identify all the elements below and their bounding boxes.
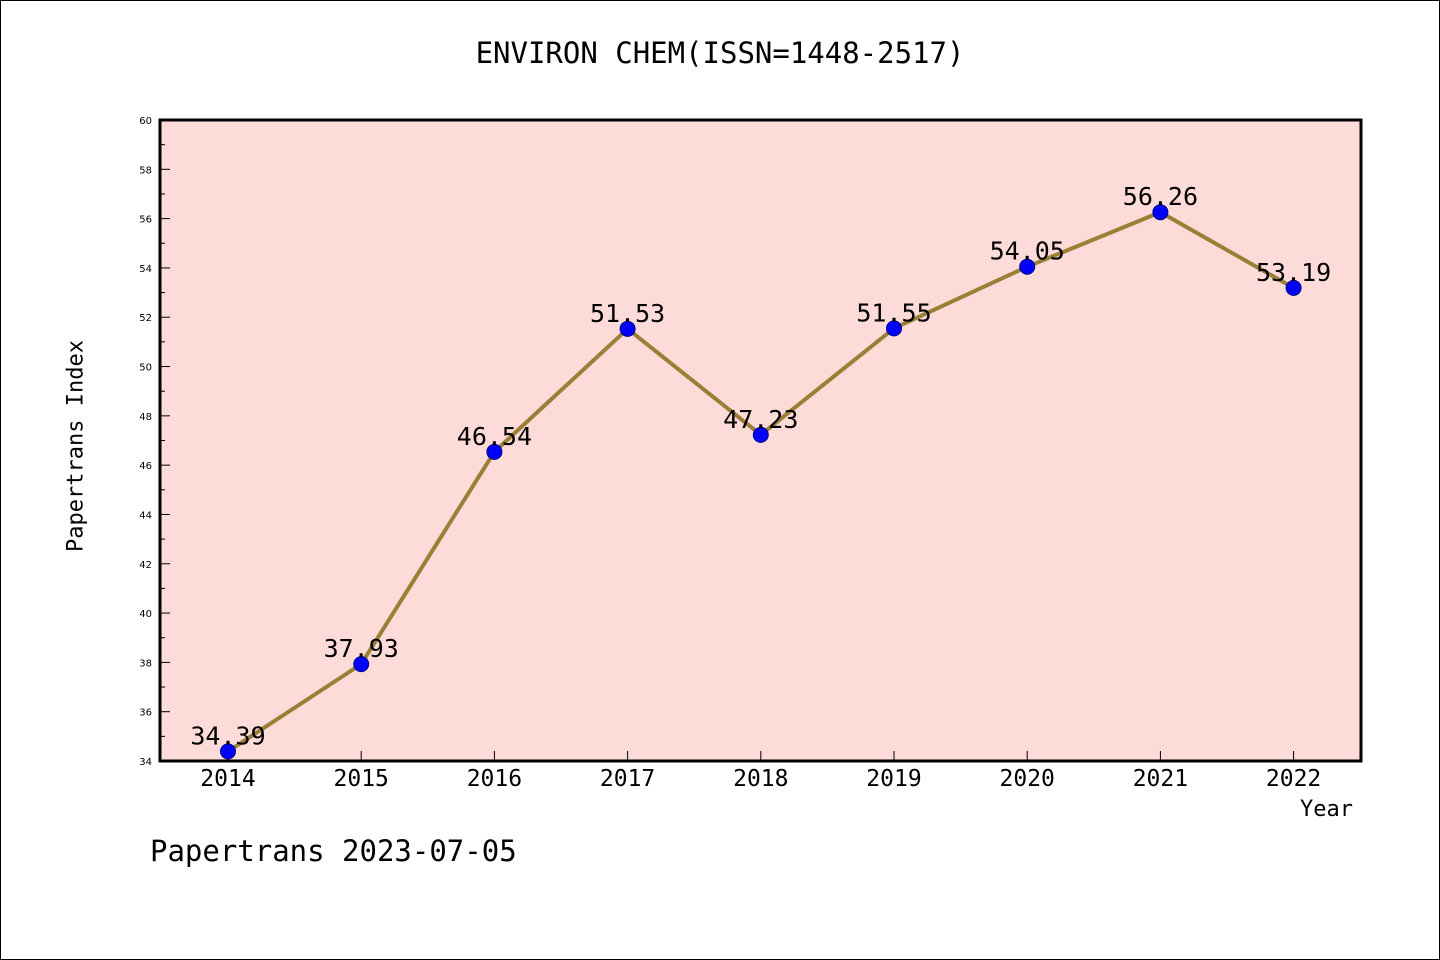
x-tick-label: 2014 — [200, 766, 255, 792]
y-tick-label: 50 — [139, 363, 152, 374]
data-label: 37.93 — [324, 634, 399, 663]
chart-title: ENVIRON CHEM(ISSN=1448-2517) — [475, 36, 965, 70]
y-tick-label: 56 — [139, 215, 152, 226]
data-point — [619, 320, 636, 337]
y-tick-label: 48 — [139, 412, 152, 423]
footer-date-stamp: Papertrans 2023-07-05 — [150, 834, 517, 868]
x-tick-label: 2020 — [1000, 766, 1055, 792]
data-point — [1152, 204, 1169, 221]
y-tick-label: 58 — [139, 165, 152, 176]
y-tick-label: 42 — [139, 560, 152, 571]
data-label: 51.55 — [856, 298, 931, 327]
y-tick-label: 40 — [139, 609, 152, 620]
data-label: 56.26 — [1123, 182, 1198, 211]
x-tick-label: 2016 — [467, 766, 522, 792]
plot-border — [158, 118, 1363, 763]
y-tick-label: 34 — [139, 757, 152, 768]
x-tick-label: 2019 — [866, 766, 921, 792]
data-point — [353, 656, 370, 673]
y-tick-label: 52 — [139, 313, 152, 324]
x-axis-label: Year — [1300, 797, 1353, 822]
y-tick-label: 44 — [139, 510, 152, 521]
data-point — [220, 743, 236, 760]
y-tick-label: 36 — [139, 708, 152, 719]
y-tick-label: 54 — [139, 264, 152, 275]
x-tick-label: 2022 — [1266, 766, 1321, 792]
data-label: 34.39 — [190, 721, 265, 750]
data-label: 51.53 — [590, 299, 665, 328]
x-tick-label: 2018 — [733, 766, 788, 792]
data-point — [1019, 258, 1036, 275]
y-tick-label: 38 — [139, 658, 152, 669]
data-label: 46.54 — [457, 422, 532, 451]
y-tick-label: 60 — [139, 116, 152, 127]
data-point — [752, 426, 769, 443]
data-label: 53.19 — [1256, 258, 1331, 287]
data-label: 47.23 — [723, 405, 798, 434]
x-tick-label: 2021 — [1133, 766, 1188, 792]
y-tick-label: 46 — [139, 461, 152, 472]
data-label: 54.05 — [990, 237, 1065, 266]
data-point — [1285, 279, 1302, 296]
x-tick-label: 2017 — [600, 766, 655, 792]
data-point — [486, 443, 503, 460]
x-tick-label: 2015 — [334, 766, 389, 792]
data-point — [886, 320, 902, 337]
